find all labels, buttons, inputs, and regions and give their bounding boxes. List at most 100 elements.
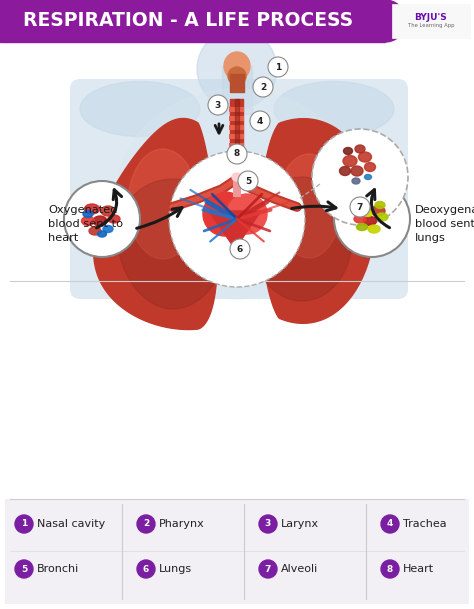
Circle shape	[64, 181, 140, 257]
Ellipse shape	[358, 152, 372, 162]
Ellipse shape	[371, 206, 385, 216]
Ellipse shape	[89, 227, 101, 235]
Text: BYJU'S: BYJU'S	[415, 13, 447, 21]
Bar	[230, 74, 244, 92]
Bar	[229, 152, 245, 157]
Polygon shape	[118, 179, 228, 309]
Ellipse shape	[356, 224, 367, 230]
Text: 2: 2	[260, 82, 266, 91]
Text: RESPIRATION - A LIFE PROCESS: RESPIRATION - A LIFE PROCESS	[23, 12, 353, 30]
Text: 1: 1	[21, 519, 27, 529]
Text: Deoxygenated
blood sent to
lungs: Deoxygenated blood sent to lungs	[415, 205, 474, 243]
Ellipse shape	[352, 178, 360, 184]
Text: 7: 7	[265, 565, 271, 574]
Text: 8: 8	[387, 565, 393, 574]
Bar	[229, 107, 245, 112]
Circle shape	[15, 560, 33, 578]
Text: 3: 3	[215, 100, 221, 110]
Ellipse shape	[228, 67, 246, 85]
Ellipse shape	[375, 202, 385, 208]
Circle shape	[208, 95, 228, 115]
Bar	[229, 134, 245, 139]
Text: 4: 4	[257, 116, 263, 125]
Text: 7: 7	[357, 203, 363, 211]
Text: Nasal cavity: Nasal cavity	[37, 519, 105, 529]
Text: The Learning App: The Learning App	[408, 23, 454, 27]
Text: Oxygenated
blood sent to
heart: Oxygenated blood sent to heart	[48, 205, 123, 243]
Text: 1: 1	[275, 63, 281, 71]
Text: 3: 3	[265, 519, 271, 529]
Ellipse shape	[364, 209, 373, 217]
Text: Larynx: Larynx	[281, 519, 319, 529]
Circle shape	[169, 151, 305, 287]
Ellipse shape	[117, 89, 357, 299]
Ellipse shape	[376, 213, 388, 221]
Ellipse shape	[365, 175, 372, 180]
Circle shape	[227, 144, 247, 164]
Polygon shape	[277, 154, 341, 258]
Text: 5: 5	[21, 565, 27, 574]
Circle shape	[137, 560, 155, 578]
Ellipse shape	[364, 217, 376, 225]
Circle shape	[259, 515, 277, 533]
Ellipse shape	[355, 145, 365, 153]
Polygon shape	[94, 119, 217, 329]
Text: Pharynx: Pharynx	[159, 519, 205, 529]
Ellipse shape	[343, 155, 357, 166]
Circle shape	[268, 57, 288, 77]
Circle shape	[381, 560, 399, 578]
Circle shape	[312, 129, 408, 225]
Text: Bronchi: Bronchi	[37, 564, 79, 574]
Circle shape	[238, 171, 258, 191]
Polygon shape	[128, 149, 198, 259]
Text: Alveoli: Alveoli	[281, 564, 318, 574]
Bar	[229, 161, 245, 166]
Bar	[229, 143, 245, 148]
Text: 8: 8	[234, 149, 240, 158]
Bar	[392, 4, 470, 38]
Ellipse shape	[83, 211, 93, 217]
Ellipse shape	[224, 52, 250, 80]
Ellipse shape	[108, 215, 120, 223]
Text: 5: 5	[245, 177, 251, 186]
Ellipse shape	[274, 82, 394, 136]
Ellipse shape	[365, 163, 375, 172]
Ellipse shape	[101, 206, 115, 216]
FancyBboxPatch shape	[70, 79, 408, 299]
Ellipse shape	[80, 82, 200, 136]
Circle shape	[15, 515, 33, 533]
Ellipse shape	[368, 225, 380, 233]
Ellipse shape	[93, 216, 107, 226]
Ellipse shape	[339, 166, 350, 175]
Text: Lungs: Lungs	[159, 564, 192, 574]
Ellipse shape	[232, 173, 242, 181]
Bar	[5, 499, 469, 604]
Text: 4: 4	[387, 519, 393, 529]
Text: Trachea: Trachea	[403, 519, 447, 529]
Bar	[0, 0, 385, 42]
Ellipse shape	[103, 225, 113, 233]
Polygon shape	[261, 119, 375, 323]
Ellipse shape	[351, 166, 363, 176]
Text: 2: 2	[143, 519, 149, 529]
Text: 6: 6	[143, 565, 149, 574]
Polygon shape	[0, 0, 406, 42]
Circle shape	[197, 29, 277, 109]
Ellipse shape	[82, 217, 94, 225]
Bar	[233, 177, 241, 197]
Circle shape	[137, 515, 155, 533]
Bar	[222, 66, 252, 114]
Circle shape	[230, 239, 250, 259]
Text: 6: 6	[237, 244, 243, 253]
Ellipse shape	[344, 147, 353, 155]
Circle shape	[381, 515, 399, 533]
Circle shape	[250, 111, 270, 131]
Text: Heart: Heart	[403, 564, 434, 574]
Polygon shape	[209, 211, 261, 249]
Circle shape	[227, 194, 267, 234]
Ellipse shape	[354, 215, 366, 223]
Circle shape	[334, 181, 410, 257]
Circle shape	[259, 560, 277, 578]
Bar	[229, 116, 245, 121]
Bar	[229, 170, 245, 175]
